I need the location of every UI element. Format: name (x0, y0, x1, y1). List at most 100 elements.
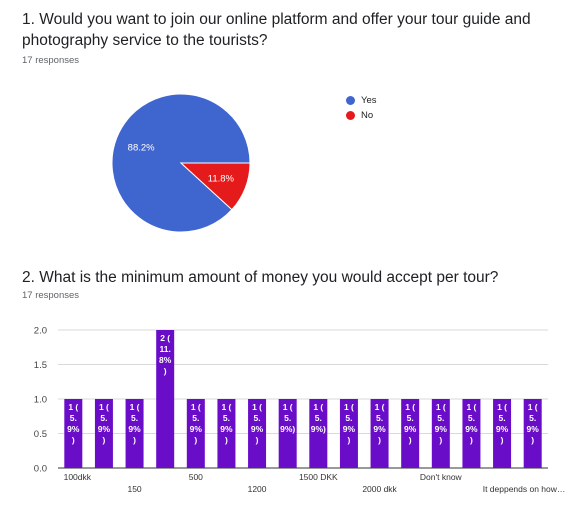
bar-data-label: 5. (100, 413, 107, 423)
bar-data-label: 9%) (280, 424, 295, 434)
bar (94, 399, 113, 468)
bar-data-label: ) (531, 435, 534, 445)
bar-data-label: 1 ( (221, 402, 231, 412)
bar-data-label: 5. (254, 413, 261, 423)
y-tick-label: 1.5 (34, 360, 47, 371)
bar-data-label: 9% (496, 424, 509, 434)
bar-data-label: 5. (376, 413, 383, 423)
bar-data-label: ) (378, 435, 381, 445)
bar-data-label: 1 ( (375, 402, 385, 412)
bar-data-label: 1 ( (466, 402, 476, 412)
x-tick-label: 150 (127, 484, 141, 494)
bar-data-label: 11. (160, 344, 171, 354)
bar-data-label: 9% (220, 424, 233, 434)
bar-data-label: 1 ( (191, 402, 201, 412)
bar (401, 399, 420, 468)
bar-data-label: 9%) (311, 424, 326, 434)
x-tick-label: Don't know (420, 472, 463, 482)
bar-data-label: 9% (343, 424, 356, 434)
bar (493, 399, 512, 468)
y-tick-label: 0.0 (34, 464, 47, 475)
pie-slice-label-yes: 88.2% (128, 143, 155, 154)
x-tick-label: 100dkk (64, 472, 92, 482)
bar (278, 399, 297, 468)
bar-data-label: 1 ( (497, 402, 507, 412)
bar-data-label: 9% (373, 424, 386, 434)
bar-data-label: 1 ( (528, 402, 538, 412)
bar-data-label: 1 ( (436, 402, 446, 412)
bar-data-label: ) (164, 366, 167, 376)
y-tick-label: 1.0 (34, 395, 47, 406)
bar-data-label: ) (72, 435, 75, 445)
bar-data-label: ) (133, 435, 136, 445)
legend-swatch-no (346, 111, 355, 120)
bar-data-label: ) (103, 435, 106, 445)
bar-data-label: ) (439, 435, 442, 445)
legend-item-no: No (346, 108, 377, 123)
x-tick-label: 1500 DKK (299, 472, 338, 482)
bar-data-label: 5. (192, 413, 199, 423)
pie-slice-label-no: 11.8% (208, 173, 235, 184)
bar-data-label: 5. (529, 413, 536, 423)
bar-data-label: 1 ( (283, 402, 293, 412)
question-1-response-count: 17 responses (22, 55, 80, 66)
bar-data-label: 9% (435, 424, 448, 434)
bar-data-label: ) (409, 435, 412, 445)
bar-data-label: 5. (437, 413, 444, 423)
bar-data-label: 5. (407, 413, 414, 423)
bar-data-label: 5. (223, 413, 230, 423)
x-tick-label: 500 (189, 472, 203, 482)
bar (186, 399, 205, 468)
bar-data-label: 1 ( (68, 402, 78, 412)
pie-slice-no (179, 162, 251, 211)
bar-data-label: 5. (70, 413, 77, 423)
bar-data-label: ) (194, 435, 197, 445)
bar-data-label: 5. (284, 413, 291, 423)
bar (309, 399, 328, 468)
pie-chart: 88.2% 11.8% (111, 93, 251, 233)
bar (431, 399, 450, 468)
bar-data-label: 1 ( (344, 402, 354, 412)
bar-data-label: ) (501, 435, 504, 445)
bar (156, 330, 175, 468)
pie-legend: Yes No (346, 93, 377, 123)
bar-data-label: ) (256, 435, 259, 445)
bar-data-label: 5. (468, 413, 475, 423)
bar (462, 399, 481, 468)
bar-data-label: 9% (251, 424, 264, 434)
bar-data-label: 5. (131, 413, 138, 423)
question-1-title: 1. Would you want to join our online pla… (22, 11, 531, 49)
y-tick-label: 2.0 (34, 326, 47, 337)
legend-item-yes: Yes (346, 93, 377, 108)
bar-data-label: 1 ( (130, 402, 140, 412)
bar-data-label: ) (225, 435, 228, 445)
bar-data-label: 5. (499, 413, 506, 423)
bar-data-label: 9% (190, 424, 203, 434)
bar-data-label: 1 ( (99, 402, 109, 412)
bar (64, 399, 83, 468)
bar-data-label: 9% (527, 424, 540, 434)
legend-label-yes: Yes (361, 95, 377, 106)
bar-data-label: 1 ( (313, 402, 323, 412)
bar-data-label: 9% (128, 424, 141, 434)
bar-data-label: 8% (159, 355, 172, 365)
bar (370, 399, 389, 468)
bar-data-label: ) (470, 435, 473, 445)
bar-data-label: 1 ( (252, 402, 262, 412)
bar-data-label: 9% (404, 424, 417, 434)
bar-data-label: 9% (465, 424, 478, 434)
bar (217, 399, 236, 468)
bar-data-label: 9% (98, 424, 111, 434)
bar-data-label: ) (348, 435, 351, 445)
bar-data-label: 5. (345, 413, 352, 423)
bar (125, 399, 144, 468)
bar-data-label: 1 ( (405, 402, 415, 412)
legend-label-no: No (361, 110, 374, 121)
bar-data-label: 9% (67, 424, 80, 434)
bar (523, 399, 542, 468)
bar (248, 399, 267, 468)
x-tick-label: 1200 (248, 484, 267, 494)
question-2-response-count: 17 responses (22, 290, 80, 301)
bar-data-label: 2 ( (160, 333, 170, 343)
